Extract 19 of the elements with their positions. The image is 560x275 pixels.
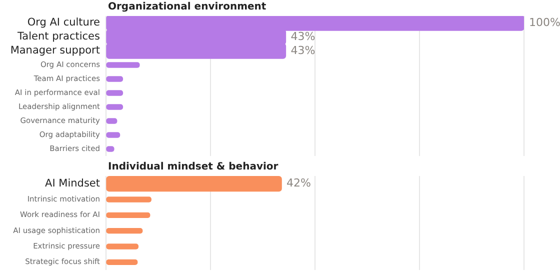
bar bbox=[106, 244, 139, 250]
y-tick-label: AI Mindset bbox=[45, 178, 100, 190]
data-label: 42% bbox=[286, 176, 312, 190]
bar bbox=[106, 76, 124, 82]
y-tick-label: Manager support bbox=[10, 44, 100, 57]
bar bbox=[106, 104, 124, 110]
data-label: 100% bbox=[529, 16, 560, 29]
chart-title: Individual mindset & behavior bbox=[108, 162, 278, 173]
bar bbox=[106, 90, 124, 96]
bar bbox=[106, 212, 150, 218]
y-tick-label: Org AI culture bbox=[27, 16, 100, 29]
bar bbox=[106, 228, 143, 234]
bar bbox=[106, 62, 140, 68]
data-label: 43% bbox=[290, 30, 316, 43]
chart-title: Organizational environment bbox=[108, 2, 266, 13]
bar bbox=[106, 196, 152, 202]
y-tick-label: Talent practices bbox=[16, 30, 100, 43]
data-label: 43% bbox=[290, 44, 316, 57]
bar bbox=[106, 259, 138, 265]
